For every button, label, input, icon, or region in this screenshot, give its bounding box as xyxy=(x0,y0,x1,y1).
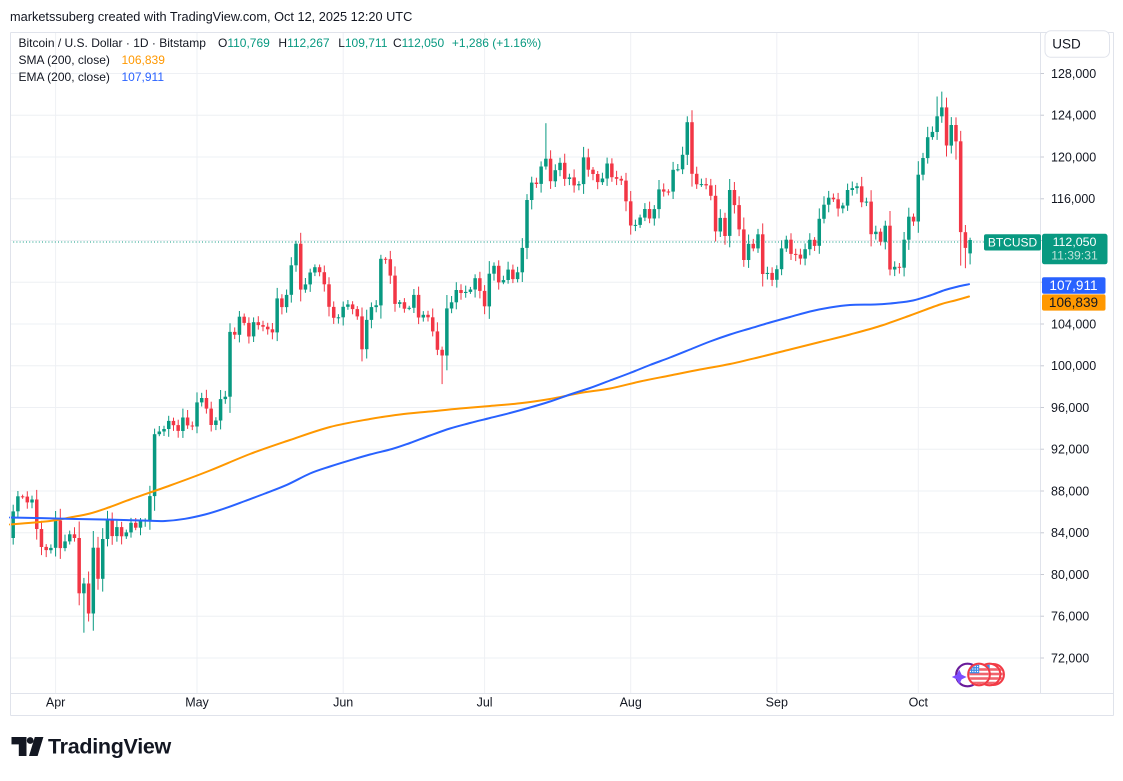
svg-text:Oct: Oct xyxy=(909,696,929,710)
svg-text:SMA (200, close) 106,839: SMA (200, close) 106,839 xyxy=(19,53,166,67)
svg-text:92,000: 92,000 xyxy=(1051,443,1089,457)
svg-text:100,000: 100,000 xyxy=(1051,359,1096,373)
svg-text:88,000: 88,000 xyxy=(1051,484,1089,498)
svg-text:Apr: Apr xyxy=(46,696,65,710)
svg-text:Bitcoin / U.S. Dollar · 1D · B: Bitcoin / U.S. Dollar · 1D · Bitstamp O11… xyxy=(19,36,542,50)
svg-text:BTCUSD: BTCUSD xyxy=(988,236,1038,250)
svg-text:128,000: 128,000 xyxy=(1051,67,1096,81)
svg-text:104,000: 104,000 xyxy=(1051,317,1096,331)
svg-text:116,000: 116,000 xyxy=(1051,192,1095,206)
svg-text:Sep: Sep xyxy=(766,696,788,710)
svg-text:106,839: 106,839 xyxy=(1049,295,1098,310)
svg-text:84,000: 84,000 xyxy=(1051,526,1089,540)
svg-text:107,911: 107,911 xyxy=(1049,278,1097,293)
svg-text:124,000: 124,000 xyxy=(1051,109,1096,123)
svg-text:USD: USD xyxy=(1052,37,1081,52)
svg-text:Jul: Jul xyxy=(477,696,493,710)
svg-text:Aug: Aug xyxy=(620,696,642,710)
svg-text:76,000: 76,000 xyxy=(1051,610,1089,624)
svg-text:EMA (200, close) 107,911: EMA (200, close) 107,911 xyxy=(19,70,165,84)
svg-text:May: May xyxy=(185,696,209,710)
svg-text:80,000: 80,000 xyxy=(1051,568,1089,582)
svg-text:120,000: 120,000 xyxy=(1051,150,1096,164)
svg-text:11:39:31: 11:39:31 xyxy=(1051,249,1098,263)
svg-text:72,000: 72,000 xyxy=(1051,651,1089,665)
svg-text:112,050: 112,050 xyxy=(1053,235,1097,249)
svg-text:96,000: 96,000 xyxy=(1051,401,1089,415)
svg-text:Jun: Jun xyxy=(333,696,353,710)
svg-text:TradingView: TradingView xyxy=(48,735,172,759)
svg-text:marketssuberg created with Tra: marketssuberg created with TradingView.c… xyxy=(10,9,412,24)
